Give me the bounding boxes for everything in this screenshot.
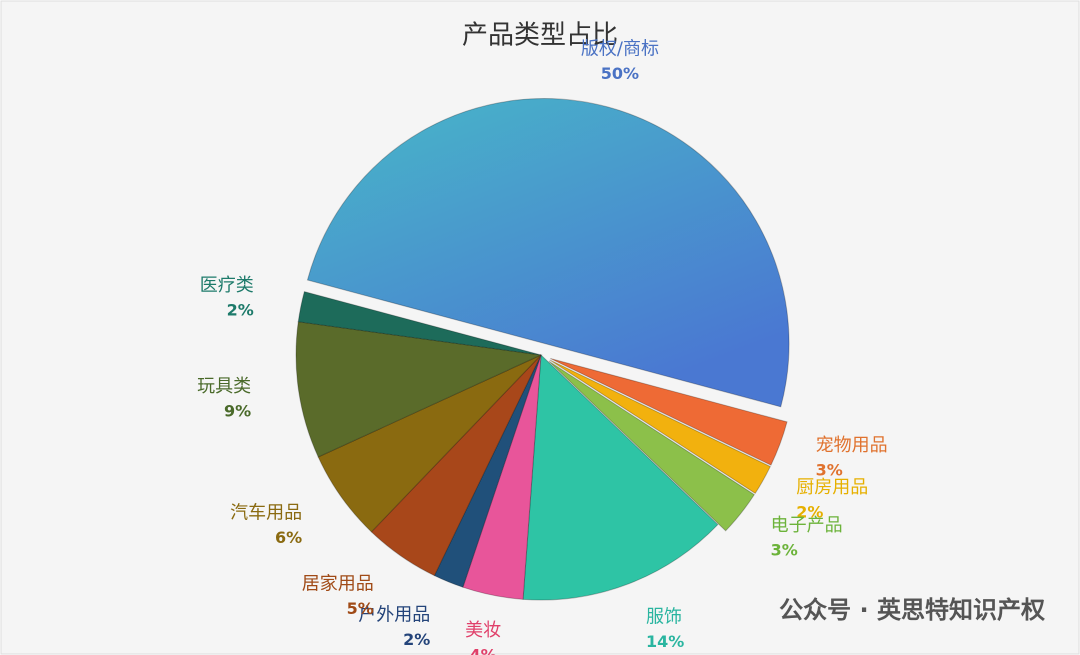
value-label: 9%: [224, 401, 251, 420]
pie-slice: [549, 359, 771, 495]
watermark: 公众号 · 英思特知识产权: [779, 596, 1045, 624]
slice-label: 户外用品: [358, 604, 430, 625]
pie-slice: [548, 360, 756, 532]
slice-label: 电子产品: [771, 515, 843, 536]
value-label: 4%: [470, 646, 497, 655]
slice-label: 宠物用品: [816, 435, 888, 456]
slice-label: 居家用品: [302, 574, 374, 595]
slice-label: 厨房用品: [796, 477, 868, 498]
pie-slice: [306, 97, 790, 408]
pie-slice: [550, 358, 788, 466]
slice-label: 版权/商标: [581, 38, 659, 59]
chart-title: 产品类型占比: [462, 21, 618, 51]
value-label: 50%: [601, 64, 639, 83]
pie-slice: [317, 354, 542, 533]
value-label: 3%: [771, 540, 798, 559]
slice-label: 医疗类: [200, 275, 254, 296]
slice-label: 玩具类: [197, 376, 251, 397]
value-label: 2%: [796, 502, 823, 521]
value-label: 2%: [227, 301, 254, 320]
value-label: 2%: [403, 630, 430, 649]
pie-slice: [297, 290, 542, 356]
pie-slice: [462, 354, 542, 600]
value-label: 5%: [347, 599, 374, 618]
slice-label: 服饰: [646, 607, 682, 628]
pie-slice: [433, 354, 542, 588]
value-label: 6%: [275, 528, 302, 547]
pie-slice: [370, 354, 542, 577]
value-label: 14%: [646, 632, 684, 651]
pie-slice: [522, 353, 719, 601]
slice-label: 美妆: [465, 620, 501, 641]
value-label: 3%: [816, 461, 843, 480]
slice-label: 汽车用品: [230, 503, 302, 524]
pie-slice: [295, 321, 543, 458]
